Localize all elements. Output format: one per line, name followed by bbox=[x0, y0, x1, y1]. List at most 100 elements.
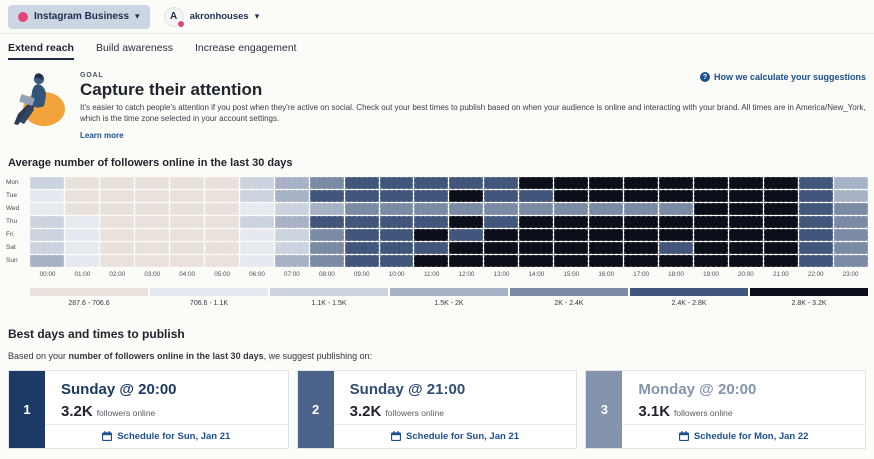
heatmap-cell[interactable] bbox=[798, 202, 833, 215]
heatmap-cell[interactable] bbox=[379, 176, 414, 189]
heatmap-cell[interactable] bbox=[659, 228, 694, 241]
heatmap-cell[interactable] bbox=[764, 228, 798, 241]
heatmap-cell[interactable] bbox=[414, 202, 449, 215]
heatmap-cell[interactable] bbox=[239, 254, 274, 267]
heatmap-cell[interactable] bbox=[134, 254, 169, 267]
heatmap-cell[interactable] bbox=[414, 189, 449, 202]
heatmap-cell[interactable] bbox=[798, 254, 833, 267]
heatmap-cell[interactable] bbox=[519, 228, 554, 241]
heatmap-cell[interactable] bbox=[554, 202, 589, 215]
heatmap-cell[interactable] bbox=[239, 241, 274, 254]
schedule-button[interactable]: Schedule for Sun, Jan 21 bbox=[45, 423, 288, 448]
heatmap-cell[interactable] bbox=[624, 202, 659, 215]
heatmap-cell[interactable] bbox=[624, 254, 659, 267]
heatmap-cell[interactable] bbox=[484, 254, 519, 267]
heatmap-cell[interactable] bbox=[64, 189, 99, 202]
heatmap-cell[interactable] bbox=[169, 241, 204, 254]
heatmap-cell[interactable] bbox=[169, 202, 204, 215]
heatmap-cell[interactable] bbox=[414, 254, 449, 267]
heatmap-cell[interactable] bbox=[309, 189, 344, 202]
heatmap-cell[interactable] bbox=[624, 176, 659, 189]
heatmap-cell[interactable] bbox=[798, 215, 833, 228]
heatmap-cell[interactable] bbox=[449, 215, 484, 228]
heatmap-cell[interactable] bbox=[239, 189, 274, 202]
heatmap-cell[interactable] bbox=[554, 241, 589, 254]
heatmap-cell[interactable] bbox=[99, 202, 134, 215]
heatmap-cell[interactable] bbox=[589, 176, 624, 189]
heatmap-cell[interactable] bbox=[659, 215, 694, 228]
heatmap-cell[interactable] bbox=[309, 241, 344, 254]
heatmap-cell[interactable] bbox=[449, 254, 484, 267]
heatmap-cell[interactable] bbox=[764, 189, 798, 202]
heatmap-cell[interactable] bbox=[764, 202, 798, 215]
heatmap-cell[interactable] bbox=[134, 189, 169, 202]
heatmap-cell[interactable] bbox=[169, 254, 204, 267]
heatmap-cell[interactable] bbox=[624, 189, 659, 202]
heatmap-cell[interactable] bbox=[414, 215, 449, 228]
heatmap-cell[interactable] bbox=[134, 176, 169, 189]
heatmap-cell[interactable] bbox=[99, 241, 134, 254]
heatmap-cell[interactable] bbox=[519, 202, 554, 215]
heatmap-cell[interactable] bbox=[30, 215, 64, 228]
heatmap-cell[interactable] bbox=[30, 241, 64, 254]
heatmap-cell[interactable] bbox=[274, 228, 309, 241]
heatmap-cell[interactable] bbox=[589, 254, 624, 267]
heatmap-cell[interactable] bbox=[764, 176, 798, 189]
heatmap-cell[interactable] bbox=[309, 228, 344, 241]
heatmap-cell[interactable] bbox=[64, 241, 99, 254]
heatmap-cell[interactable] bbox=[344, 228, 379, 241]
tab-extend-reach[interactable]: Extend reach bbox=[8, 34, 74, 60]
heatmap-cell[interactable] bbox=[64, 176, 99, 189]
heatmap-cell[interactable] bbox=[134, 202, 169, 215]
heatmap-cell[interactable] bbox=[659, 254, 694, 267]
heatmap-cell[interactable] bbox=[414, 228, 449, 241]
heatmap-cell[interactable] bbox=[204, 228, 239, 241]
heatmap-cell[interactable] bbox=[274, 189, 309, 202]
heatmap-cell[interactable] bbox=[554, 189, 589, 202]
heatmap-cell[interactable] bbox=[134, 215, 169, 228]
heatmap-cell[interactable] bbox=[519, 189, 554, 202]
heatmap-cell[interactable] bbox=[484, 241, 519, 254]
heatmap-cell[interactable] bbox=[659, 202, 694, 215]
schedule-button[interactable]: Schedule for Mon, Jan 22 bbox=[622, 423, 866, 448]
heatmap-cell[interactable] bbox=[204, 202, 239, 215]
heatmap-cell[interactable] bbox=[764, 254, 798, 267]
heatmap-cell[interactable] bbox=[169, 215, 204, 228]
heatmap-cell[interactable] bbox=[379, 202, 414, 215]
heatmap-cell[interactable] bbox=[694, 215, 729, 228]
heatmap-cell[interactable] bbox=[764, 215, 798, 228]
tab-build-awareness[interactable]: Build awareness bbox=[95, 42, 173, 54]
account-selector[interactable]: A akronhouses ▾ bbox=[163, 6, 259, 28]
heatmap-cell[interactable] bbox=[379, 215, 414, 228]
heatmap-cell[interactable] bbox=[694, 228, 729, 241]
heatmap-cell[interactable] bbox=[99, 176, 134, 189]
heatmap-cell[interactable] bbox=[694, 202, 729, 215]
heatmap-cell[interactable] bbox=[64, 254, 99, 267]
heatmap-cell[interactable] bbox=[833, 254, 868, 267]
heatmap-cell[interactable] bbox=[833, 176, 868, 189]
heatmap-cell[interactable] bbox=[379, 228, 414, 241]
heatmap-cell[interactable] bbox=[204, 254, 239, 267]
heatmap-cell[interactable] bbox=[134, 241, 169, 254]
heatmap-cell[interactable] bbox=[169, 176, 204, 189]
heatmap-cell[interactable] bbox=[99, 228, 134, 241]
tab-increase-engagement[interactable]: Increase engagement bbox=[195, 42, 297, 54]
heatmap-cell[interactable] bbox=[30, 202, 64, 215]
heatmap-cell[interactable] bbox=[554, 215, 589, 228]
heatmap-cell[interactable] bbox=[30, 189, 64, 202]
heatmap-cell[interactable] bbox=[798, 176, 833, 189]
heatmap-cell[interactable] bbox=[484, 202, 519, 215]
heatmap-cell[interactable] bbox=[519, 254, 554, 267]
heatmap-cell[interactable] bbox=[729, 254, 764, 267]
heatmap-cell[interactable] bbox=[64, 215, 99, 228]
heatmap-cell[interactable] bbox=[659, 189, 694, 202]
heatmap-cell[interactable] bbox=[344, 189, 379, 202]
heatmap-cell[interactable] bbox=[694, 254, 729, 267]
heatmap-cell[interactable] bbox=[30, 254, 64, 267]
heatmap-cell[interactable] bbox=[798, 189, 833, 202]
heatmap-cell[interactable] bbox=[484, 215, 519, 228]
heatmap-cell[interactable] bbox=[729, 176, 764, 189]
heatmap-cell[interactable] bbox=[239, 215, 274, 228]
heatmap-cell[interactable] bbox=[204, 176, 239, 189]
heatmap-cell[interactable] bbox=[694, 176, 729, 189]
